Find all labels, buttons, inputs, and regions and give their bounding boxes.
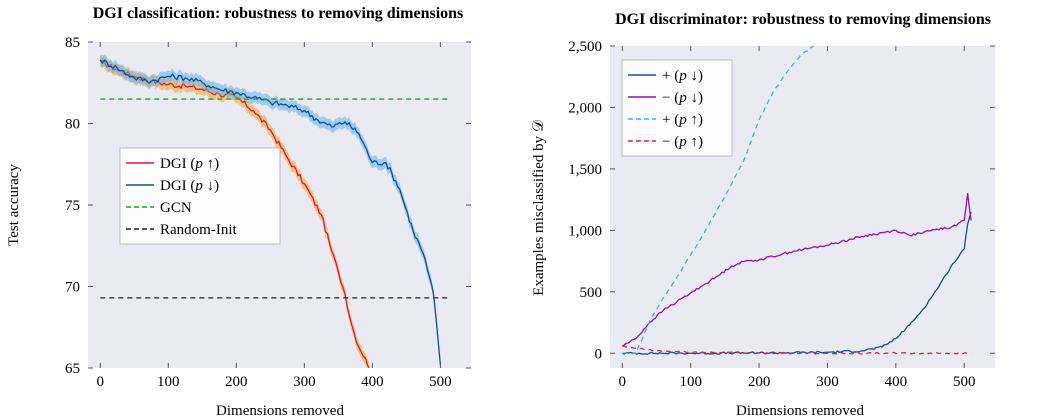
x-tick-label: 300 xyxy=(293,374,316,390)
series-line-0-1 xyxy=(99,59,442,365)
right-chart-title: DGI discriminator: robustness to removin… xyxy=(615,11,991,28)
y-tick-label: 0 xyxy=(595,346,603,362)
y-tick-label: 70 xyxy=(65,280,80,296)
legend-entry: DGI (p ↑) xyxy=(160,156,219,172)
y-tick-label: 85 xyxy=(65,35,80,51)
legend-entry: + (p ↓) xyxy=(662,68,703,84)
y-tick-label: 2,000 xyxy=(568,100,602,116)
y-tick-label: 1,500 xyxy=(568,162,602,178)
legend-box xyxy=(621,59,733,157)
x-tick-label: 0 xyxy=(619,374,627,390)
x-tick-label: 400 xyxy=(885,374,908,390)
right-chart: DGI discriminator: robustness to removin… xyxy=(531,11,995,419)
x-tick-label: 300 xyxy=(816,374,839,390)
y-tick-label: 500 xyxy=(580,285,603,301)
x-tick-label: 500 xyxy=(429,374,452,390)
series-line-1-1 xyxy=(622,192,972,347)
x-tick-label: 500 xyxy=(953,374,976,390)
x-tick-label: 400 xyxy=(361,374,384,390)
x-tick-label: 0 xyxy=(96,374,104,390)
legend-entry: − (p ↓) xyxy=(662,90,703,106)
series-line-1-0 xyxy=(622,211,972,355)
y-tick-label: 65 xyxy=(65,361,80,377)
right-legend: + (p ↓) − (p ↓) + (p ↑) − (p ↑) xyxy=(621,59,733,157)
legend-entry: Random-Init xyxy=(160,222,237,238)
series-line-1-2 xyxy=(622,46,815,355)
x-tick-label: 200 xyxy=(225,374,248,390)
series-band-0-1 xyxy=(100,54,441,368)
legend-entry: + (p ↑) xyxy=(662,112,703,128)
legend-box xyxy=(119,147,281,245)
legend-entry: DGI (p ↓) xyxy=(160,178,219,194)
x-tick-label: 200 xyxy=(748,374,771,390)
y-tick-label: 80 xyxy=(65,117,80,133)
x-tick-label: 100 xyxy=(157,374,180,390)
series-line-1-3 xyxy=(622,345,972,355)
y-tick-label: 1,000 xyxy=(568,223,602,239)
right-y-axis-label: Examples misclassified by 𝒟 xyxy=(531,120,547,296)
y-tick-label: 75 xyxy=(65,198,80,214)
left-x-axis-label: Dimensions removed xyxy=(216,403,344,419)
left-y-axis-label: Test accuracy xyxy=(6,164,22,246)
legend-entry: − (p ↑) xyxy=(662,134,703,150)
left-legend: DGI (p ↑) DGI (p ↓) GCN Random-Init xyxy=(119,147,281,245)
left-chart-title: DGI classification: robustness to removi… xyxy=(93,5,464,22)
x-tick-label: 100 xyxy=(679,374,702,390)
right-x-axis-label: Dimensions removed xyxy=(736,403,864,419)
y-tick-label: 2,500 xyxy=(568,39,602,55)
legend-entry: GCN xyxy=(160,200,192,216)
left-chart: DGI classification: robustness to removi… xyxy=(6,5,471,419)
